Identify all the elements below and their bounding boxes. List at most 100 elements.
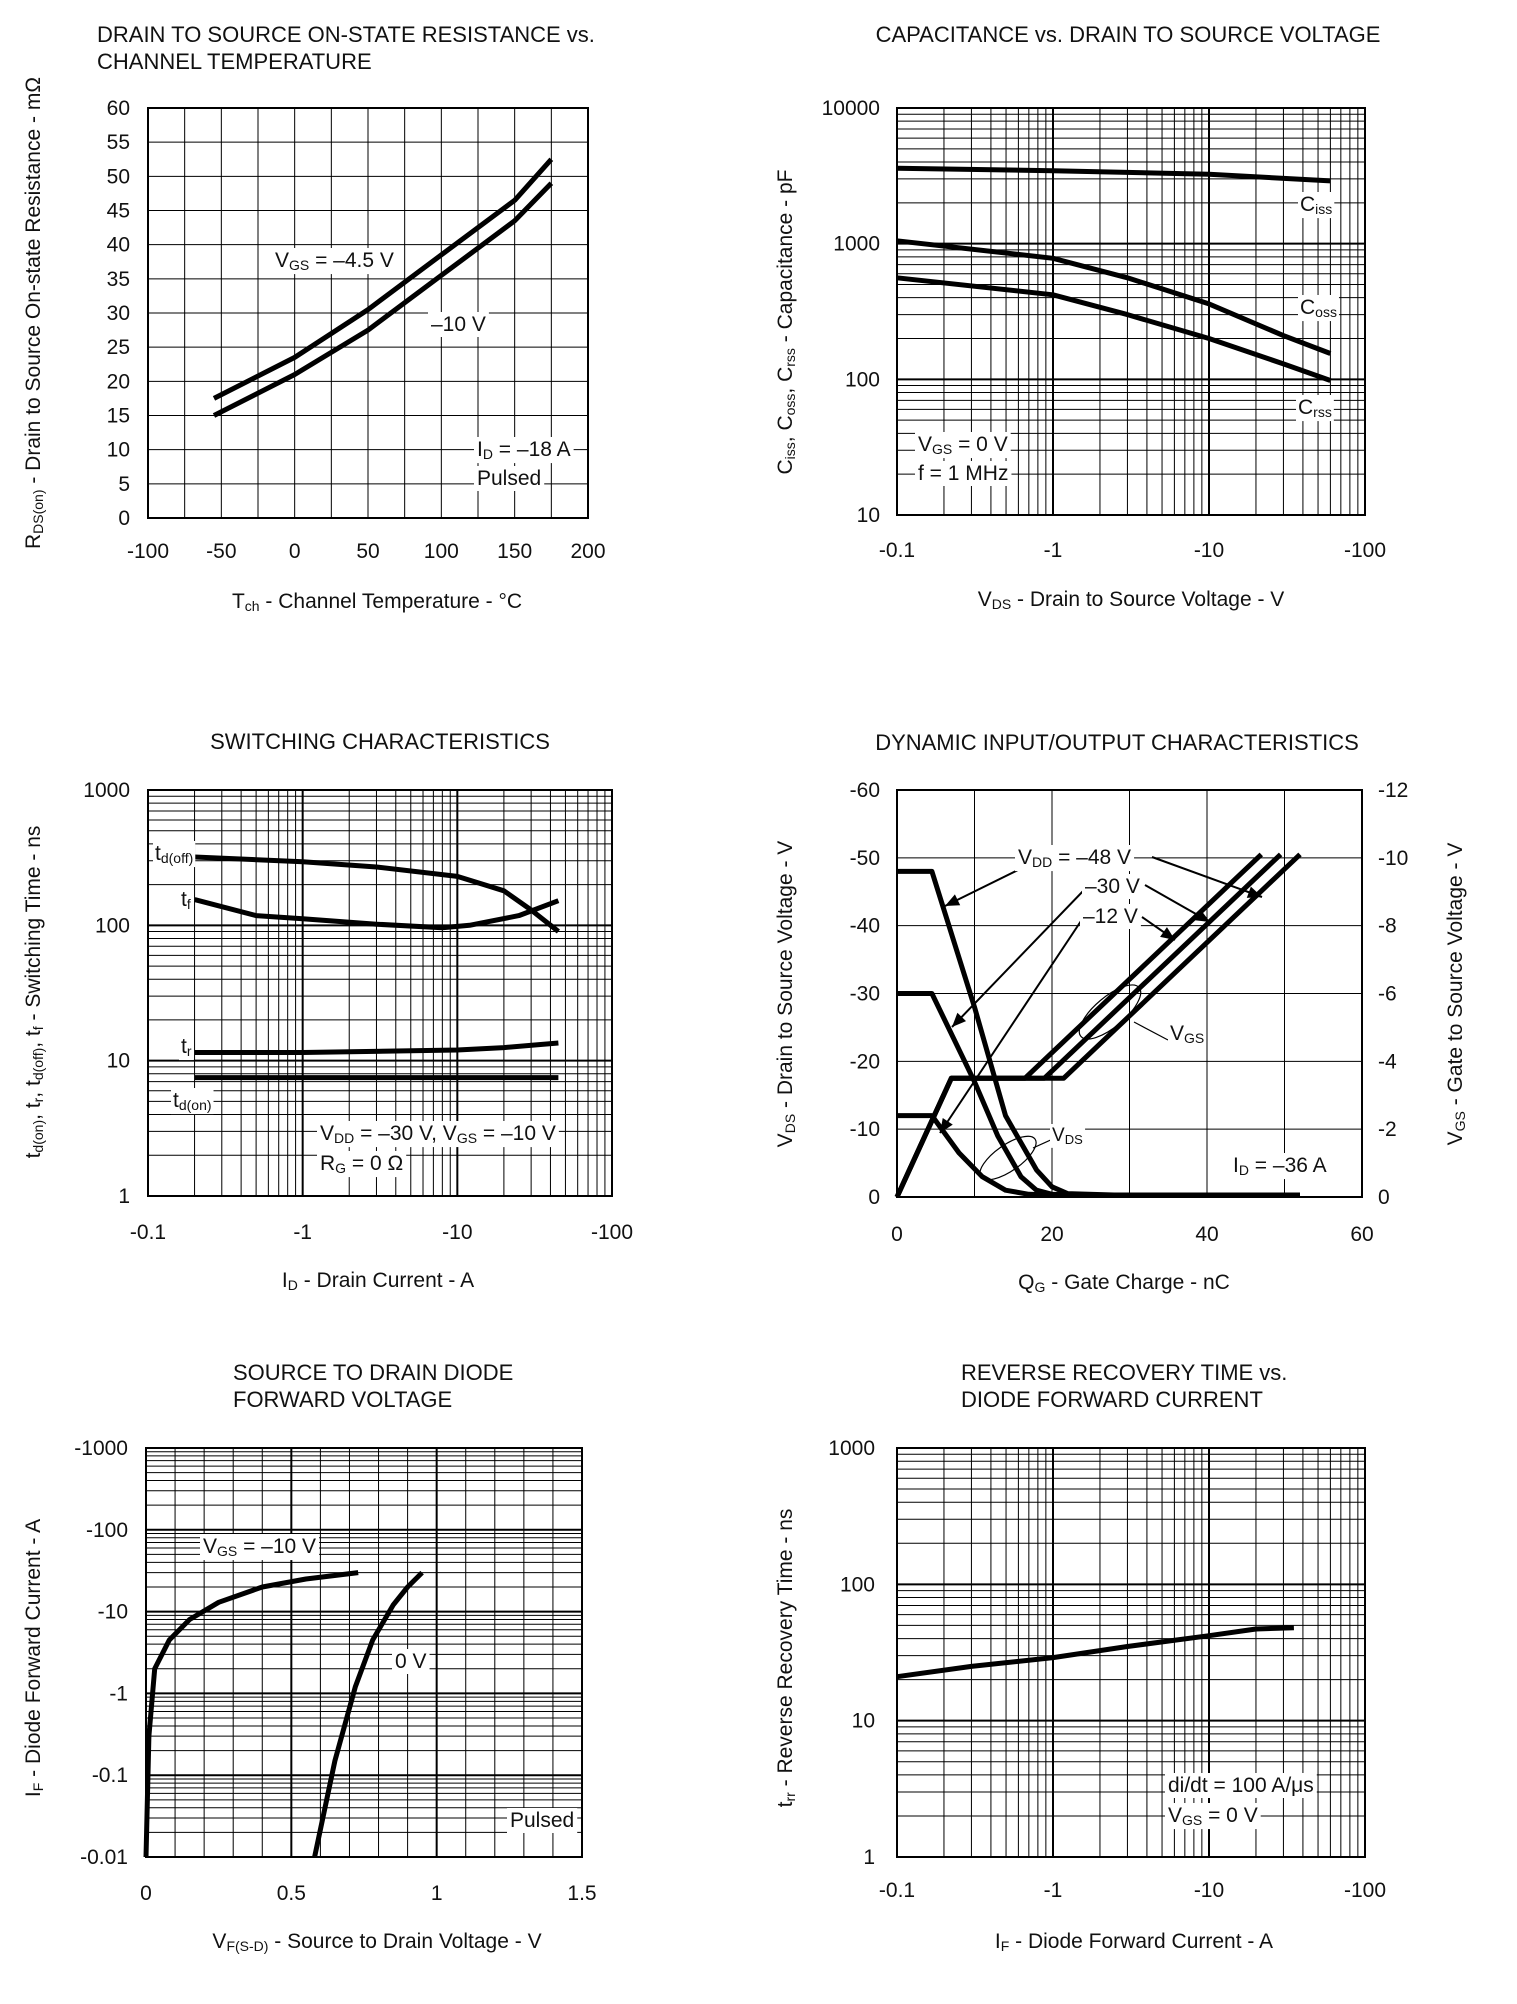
x-tick-label: 1.5 (567, 1882, 596, 1905)
x-tick-label: -10 (442, 1221, 472, 1244)
x-tick-label: -100 (1344, 539, 1386, 562)
x-tick-label: -50 (206, 540, 236, 563)
x-tick-label: -100 (127, 540, 169, 563)
annotation-vdd48: VDD = –48 V (1018, 846, 1131, 870)
x-tick-label: 0 (140, 1882, 152, 1905)
y-tick-label: 100 (840, 1573, 875, 1596)
x-tick-label: 200 (570, 540, 605, 563)
arrow-vgs-30-head (1194, 909, 1210, 922)
x-axis-label: ID - Drain Current - A (282, 1269, 474, 1293)
series-line-1 (193, 897, 560, 931)
annotation-pulsed: Pulsed (477, 467, 541, 490)
annotation-rg: RG = 0 Ω (320, 1152, 403, 1176)
y-tick-label: -1 (109, 1682, 128, 1705)
y2-tick-label: -12 (1378, 779, 1408, 802)
y-tick-label: 35 (107, 268, 130, 291)
plot-frame (147, 789, 613, 1197)
label-background (1168, 1021, 1207, 1048)
y-tick-label: 40 (107, 234, 130, 257)
y-tick-label: 10 (852, 1710, 875, 1733)
label-background (200, 1534, 320, 1561)
series-line-ciss (896, 165, 1331, 184)
series-line-1 (897, 991, 1068, 1198)
y-axis-label: RDS(on) - Drain to Source On-state Resis… (22, 77, 46, 549)
annotation-tf: tf (181, 888, 191, 912)
x-tick-label: -10 (1194, 1879, 1224, 1902)
chart-title: CHANNEL TEMPERATURE (97, 49, 372, 74)
y-tick-label: 60 (107, 97, 130, 120)
y-tick-label: 5 (118, 473, 130, 496)
annotation-crss: Crss (1298, 396, 1332, 420)
y2-tick-label: -10 (1378, 847, 1408, 870)
y-tick-label: 0 (118, 507, 130, 530)
series-line-0 (143, 1570, 359, 1858)
label-background (428, 312, 489, 337)
label-background (507, 1808, 578, 1833)
x-axis-label: IF - Diode Forward Current - A (995, 1930, 1273, 1954)
chart-title: FORWARD VOLTAGE (233, 1387, 452, 1412)
y-tick-label: -1000 (74, 1437, 128, 1460)
label-background (179, 1034, 194, 1061)
y-tick-label: 1000 (828, 1437, 875, 1460)
x-tick-label: -0.1 (130, 1221, 166, 1244)
rds-chart: DRAIN TO SOURCE ON-STATE RESISTANCE vs.C… (22, 22, 606, 614)
chart-title: SOURCE TO DRAIN DIODE (233, 1360, 513, 1385)
y2-tick-label: 0 (1378, 1186, 1390, 1209)
label-background (474, 437, 574, 464)
series-line-1 (212, 181, 554, 418)
chart-title: CAPACITANCE vs. DRAIN TO SOURCE VOLTAGE (876, 22, 1381, 47)
annotation-freq: f = 1 MHz (918, 462, 1008, 485)
x-axis-label: QG - Gate Charge - nC (1018, 1271, 1230, 1295)
y-tick-label: 10 (107, 439, 130, 462)
label-background (474, 466, 545, 491)
x-tick-label: 1 (431, 1882, 443, 1905)
y-tick-label: 10 (857, 504, 880, 527)
x-tick-label: 100 (424, 540, 459, 563)
y-axis-label: Ciss, Coss, Crss - Capacitance - pF (774, 169, 798, 474)
x-tick-label: 0.5 (277, 1882, 306, 1905)
label-background (1298, 192, 1335, 219)
annotation-ciss: Ciss (1300, 193, 1332, 217)
y-tick-label: 1 (118, 1185, 130, 1208)
y-tick-label: 45 (107, 200, 130, 223)
y-axis-label: IF - Diode Forward Current - A (22, 1519, 46, 1797)
arrow-vds-12-head (940, 1118, 953, 1133)
x-axis-label: VDS - Drain to Source Voltage - V (978, 588, 1285, 612)
x-tick-label: 150 (497, 540, 532, 563)
label-background (915, 432, 1011, 459)
label-background (171, 1088, 214, 1115)
y-tick-label: -100 (86, 1519, 128, 1542)
y-tick-label: 1000 (83, 779, 130, 802)
vgs-group-ellipse (1078, 984, 1142, 1040)
label-background (1050, 1124, 1086, 1148)
label-background (1230, 1153, 1330, 1180)
label-background (153, 841, 196, 868)
label-background (915, 461, 1012, 486)
x-tick-label: 50 (356, 540, 379, 563)
x-tick-label: 0 (891, 1223, 903, 1246)
chart-title: REVERSE RECOVERY TIME vs. (961, 1360, 1287, 1385)
y-tick-label: 30 (107, 302, 130, 325)
chart-title: DYNAMIC INPUT/OUTPUT CHARACTERISTICS (875, 730, 1359, 755)
x-tick-label: -1 (1044, 539, 1063, 562)
label-background (1015, 845, 1135, 872)
y-tick-label: 10000 (822, 97, 880, 120)
arrow-vgs-48-head (1246, 886, 1262, 898)
y-tick-label: -20 (850, 1050, 880, 1073)
series-line-0 (212, 157, 554, 401)
chart-title: SWITCHING CHARACTERISTICS (210, 729, 550, 754)
series-line-2 (194, 1040, 559, 1055)
y-tick-label: -10 (850, 1118, 880, 1141)
annotation-vgs: VGS = 0 V (1168, 1804, 1258, 1828)
arrow-vds-48-head (945, 894, 961, 906)
vds-group-ellipse (979, 1135, 1037, 1181)
series-line-0 (896, 1625, 1294, 1680)
x-tick-label: -0.1 (879, 539, 915, 562)
y2-tick-label: -8 (1378, 915, 1397, 938)
x-tick-label: -1 (293, 1221, 312, 1244)
chart-title: DRAIN TO SOURCE ON-STATE RESISTANCE vs. (97, 22, 595, 47)
x-tick-label: -100 (591, 1221, 633, 1244)
annotation-coss: Coss (1300, 296, 1337, 320)
